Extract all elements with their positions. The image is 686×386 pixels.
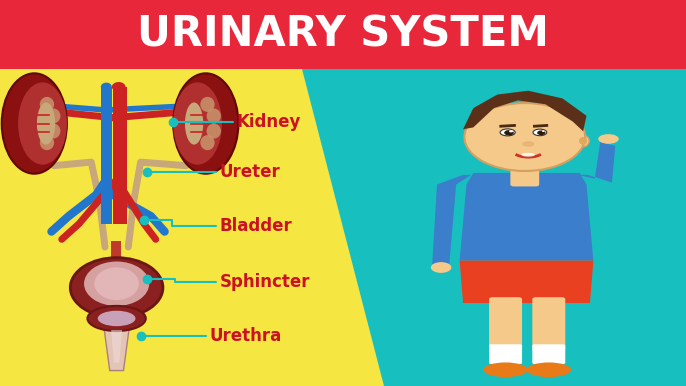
Ellipse shape	[206, 124, 221, 139]
Polygon shape	[104, 330, 129, 371]
Text: Kidney: Kidney	[237, 113, 301, 130]
Ellipse shape	[533, 129, 547, 136]
Ellipse shape	[185, 102, 203, 145]
Ellipse shape	[527, 362, 571, 377]
FancyBboxPatch shape	[510, 163, 539, 186]
Circle shape	[509, 130, 513, 132]
Polygon shape	[463, 91, 587, 131]
FancyBboxPatch shape	[101, 87, 112, 224]
Ellipse shape	[200, 97, 215, 112]
Ellipse shape	[46, 108, 60, 124]
Ellipse shape	[46, 124, 60, 139]
Ellipse shape	[40, 135, 54, 150]
Ellipse shape	[579, 137, 587, 145]
Ellipse shape	[500, 129, 515, 136]
Ellipse shape	[97, 311, 136, 326]
Polygon shape	[460, 261, 593, 303]
FancyBboxPatch shape	[111, 241, 121, 261]
Ellipse shape	[598, 134, 619, 144]
Ellipse shape	[521, 153, 535, 157]
Ellipse shape	[18, 82, 67, 165]
FancyBboxPatch shape	[489, 344, 522, 364]
FancyBboxPatch shape	[489, 297, 522, 351]
Ellipse shape	[173, 82, 222, 165]
Polygon shape	[111, 330, 122, 363]
Polygon shape	[432, 175, 471, 264]
Circle shape	[464, 103, 585, 171]
Polygon shape	[578, 142, 615, 183]
Ellipse shape	[94, 267, 139, 300]
Ellipse shape	[173, 73, 239, 174]
Text: Urethra: Urethra	[209, 327, 281, 345]
Ellipse shape	[40, 97, 54, 112]
Ellipse shape	[84, 262, 149, 306]
Circle shape	[542, 130, 545, 132]
Text: Sphincter: Sphincter	[220, 273, 310, 291]
Circle shape	[537, 130, 545, 135]
Text: Bladder: Bladder	[220, 217, 292, 235]
Ellipse shape	[574, 135, 589, 147]
Ellipse shape	[483, 362, 528, 377]
Ellipse shape	[37, 102, 55, 145]
Text: Ureter: Ureter	[220, 163, 281, 181]
Ellipse shape	[200, 135, 215, 150]
FancyBboxPatch shape	[113, 87, 127, 224]
Circle shape	[504, 130, 514, 135]
Ellipse shape	[112, 82, 126, 91]
Ellipse shape	[522, 141, 534, 147]
Polygon shape	[302, 69, 686, 386]
FancyBboxPatch shape	[532, 344, 565, 364]
Ellipse shape	[1, 73, 67, 174]
Ellipse shape	[101, 83, 112, 91]
Polygon shape	[460, 173, 593, 261]
FancyBboxPatch shape	[532, 297, 565, 351]
FancyBboxPatch shape	[0, 0, 686, 69]
Ellipse shape	[431, 262, 451, 273]
Text: URINARY SYSTEM: URINARY SYSTEM	[137, 14, 549, 55]
Ellipse shape	[206, 108, 221, 124]
Ellipse shape	[87, 306, 145, 331]
Ellipse shape	[70, 258, 163, 317]
